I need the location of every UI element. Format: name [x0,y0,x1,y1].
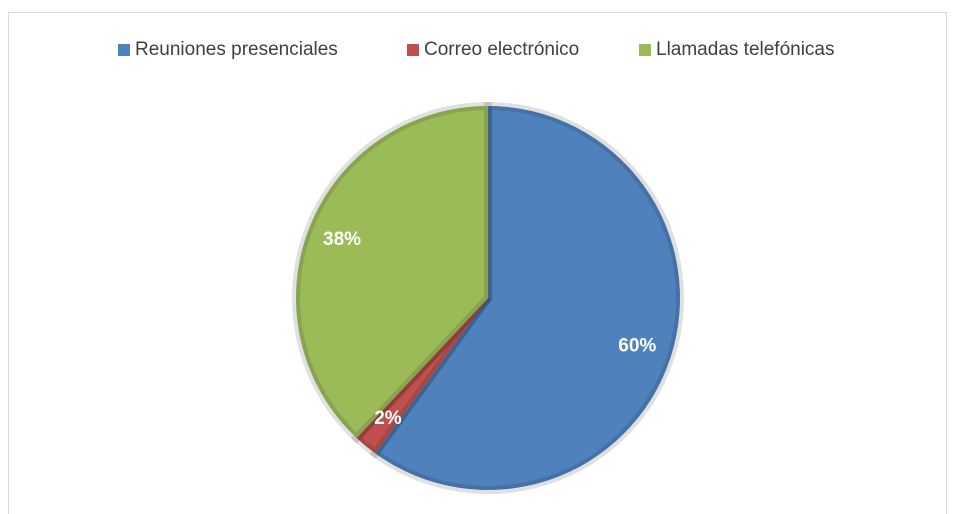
data-label: 60% [618,336,656,357]
legend-label: Llamadas telefónicas [656,39,835,60]
legend-label: Correo electrónico [424,39,579,60]
legend-swatch [407,44,419,56]
legend-swatch [639,44,651,56]
legend-label: Reuniones presenciales [135,39,338,60]
pie-slice [369,101,684,494]
legend-swatch [118,44,130,56]
data-label: 38% [323,229,361,250]
pie-slice [350,295,492,459]
pie-slice [292,101,492,444]
data-label: 2% [374,408,402,429]
